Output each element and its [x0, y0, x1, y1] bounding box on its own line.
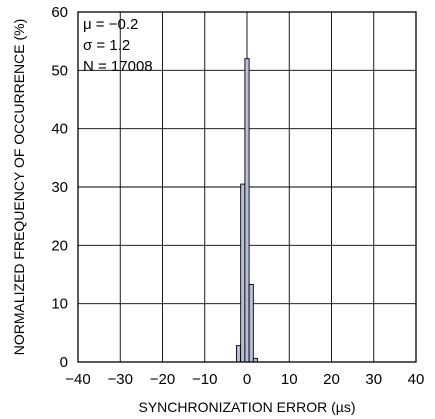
y-tick-label: 10	[51, 296, 68, 313]
x-tick-label: 10	[281, 371, 298, 388]
x-tick-label: −30	[108, 371, 133, 388]
y-tick-label: 20	[51, 237, 68, 254]
x-tick-label: 40	[408, 371, 425, 388]
plot-frame	[77, 11, 417, 363]
histogram-bar	[244, 58, 250, 363]
y-axis-title: NORMALIZED FREQUENCY OF OCCURRENCE (%)	[11, 19, 27, 356]
stats-annotation: σ = 1.2	[83, 37, 130, 54]
x-tick-label: 0	[243, 371, 251, 388]
histogram-bar	[248, 283, 254, 363]
histogram-bar	[240, 183, 246, 363]
axis-layer: −40 −30 −20 −10 0 10 20 30 40 0 10 20 30 40 50 60	[51, 4, 424, 388]
stats-annotation: μ = −0.2	[83, 16, 138, 33]
x-axis-title: SYNCHRONIZATION ERROR (µs)	[138, 399, 355, 415]
y-tick-label: 50	[51, 62, 68, 79]
histogram-bar	[235, 345, 242, 363]
x-tick-label: −40	[65, 371, 90, 388]
bar-layer	[235, 58, 259, 363]
stats-annotation: N = 17008	[83, 58, 153, 75]
x-tick-label: 30	[365, 371, 382, 388]
y-tick-label: 40	[51, 121, 68, 138]
y-tick-label: 30	[51, 179, 68, 196]
x-tick-label: −10	[192, 371, 217, 388]
x-tick-label: −20	[150, 371, 175, 388]
y-tick-label: 60	[51, 4, 68, 21]
annotation-layer: μ = −0.2 σ = 1.2 N = 17008	[83, 16, 153, 75]
x-tick-label: 20	[323, 371, 340, 388]
y-tick-label: 0	[60, 354, 68, 371]
